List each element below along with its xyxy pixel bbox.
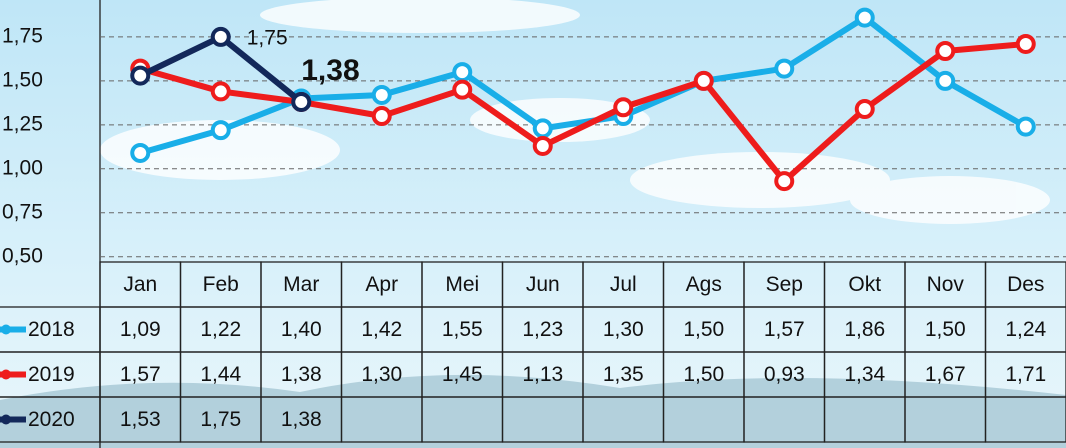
table-value: 1,71 xyxy=(1005,363,1046,386)
x-tick-label: Des xyxy=(1007,273,1044,296)
point xyxy=(452,79,473,100)
x-tick-label: Okt xyxy=(848,273,881,296)
data-label: 1,38 xyxy=(301,54,359,87)
point xyxy=(291,91,312,112)
point xyxy=(613,97,634,118)
table-value: 1,44 xyxy=(200,363,241,386)
point xyxy=(854,99,875,120)
point xyxy=(774,58,795,79)
point xyxy=(130,142,151,163)
table-value: 1,38 xyxy=(281,363,322,386)
point xyxy=(854,7,875,28)
x-tick-label: Mei xyxy=(445,273,479,296)
table-value: 1,30 xyxy=(603,318,644,341)
table-value: 1,13 xyxy=(522,363,563,386)
y-tick-label: 0,75 xyxy=(2,200,43,223)
point xyxy=(774,171,795,192)
table-value: 1,86 xyxy=(844,318,885,341)
table-value: 1,57 xyxy=(764,318,805,341)
table-value: 1,55 xyxy=(442,318,483,341)
table-value: 1,38 xyxy=(281,408,322,431)
point xyxy=(1015,116,1036,137)
legend-label: 2018 xyxy=(28,318,75,341)
x-tick-label: Jul xyxy=(610,273,637,296)
x-tick-label: Apr xyxy=(365,273,398,296)
table-value: 1,50 xyxy=(683,363,724,386)
legend-label: 2019 xyxy=(28,363,75,386)
point xyxy=(371,84,392,105)
point xyxy=(532,118,553,139)
legend-marker xyxy=(1,369,11,380)
table-cell xyxy=(984,396,1066,443)
table-value: 1,40 xyxy=(281,318,322,341)
table-value: 1,23 xyxy=(522,318,563,341)
point xyxy=(210,81,231,102)
point xyxy=(532,135,553,156)
table-value: 1,35 xyxy=(603,363,644,386)
x-tick-label: Mar xyxy=(283,273,319,296)
x-tick-label: Feb xyxy=(203,273,239,296)
table-value: 1,30 xyxy=(361,363,402,386)
legend-marker xyxy=(1,324,11,335)
table-value: 1,75 xyxy=(200,408,241,431)
point xyxy=(210,120,231,141)
table-value: 1,45 xyxy=(442,363,483,386)
x-tick-label: Ags xyxy=(686,273,722,296)
table-value: 1,50 xyxy=(683,318,724,341)
point xyxy=(130,65,151,86)
point xyxy=(452,62,473,83)
table-value: 1,34 xyxy=(844,363,885,386)
table-value: 0,93 xyxy=(764,363,805,386)
legend-label: 2020 xyxy=(28,408,75,431)
x-tick-label: Jun xyxy=(526,273,560,296)
legend-marker xyxy=(1,414,11,425)
mountains xyxy=(0,374,1066,448)
y-tick-label: 1,75 xyxy=(2,24,43,47)
table-value: 1,22 xyxy=(200,318,241,341)
table-value: 1,50 xyxy=(925,318,966,341)
point xyxy=(210,26,231,47)
series-line xyxy=(139,14,1028,156)
point xyxy=(1015,33,1036,54)
y-tick-label: 1,25 xyxy=(2,112,43,135)
table-value: 1,09 xyxy=(120,318,161,341)
x-tick-label: Jan xyxy=(123,273,157,296)
table-value: 1,67 xyxy=(925,363,966,386)
y-tick-label: 1,00 xyxy=(2,156,43,179)
point xyxy=(935,70,956,91)
point xyxy=(935,40,956,61)
point xyxy=(693,70,714,91)
table-value: 1,42 xyxy=(361,318,402,341)
x-tick-label: Nov xyxy=(927,273,965,296)
y-tick-label: 1,50 xyxy=(2,68,43,91)
x-tick-label: Sep xyxy=(766,273,803,296)
table-value: 1,53 xyxy=(120,408,161,431)
point xyxy=(371,106,392,127)
data-label: 1,75 xyxy=(247,26,288,49)
y-tick-label: 0,50 xyxy=(2,244,43,267)
table-value: 1,24 xyxy=(1005,318,1046,341)
table-value: 1,57 xyxy=(120,363,161,386)
series-line xyxy=(139,40,1027,185)
